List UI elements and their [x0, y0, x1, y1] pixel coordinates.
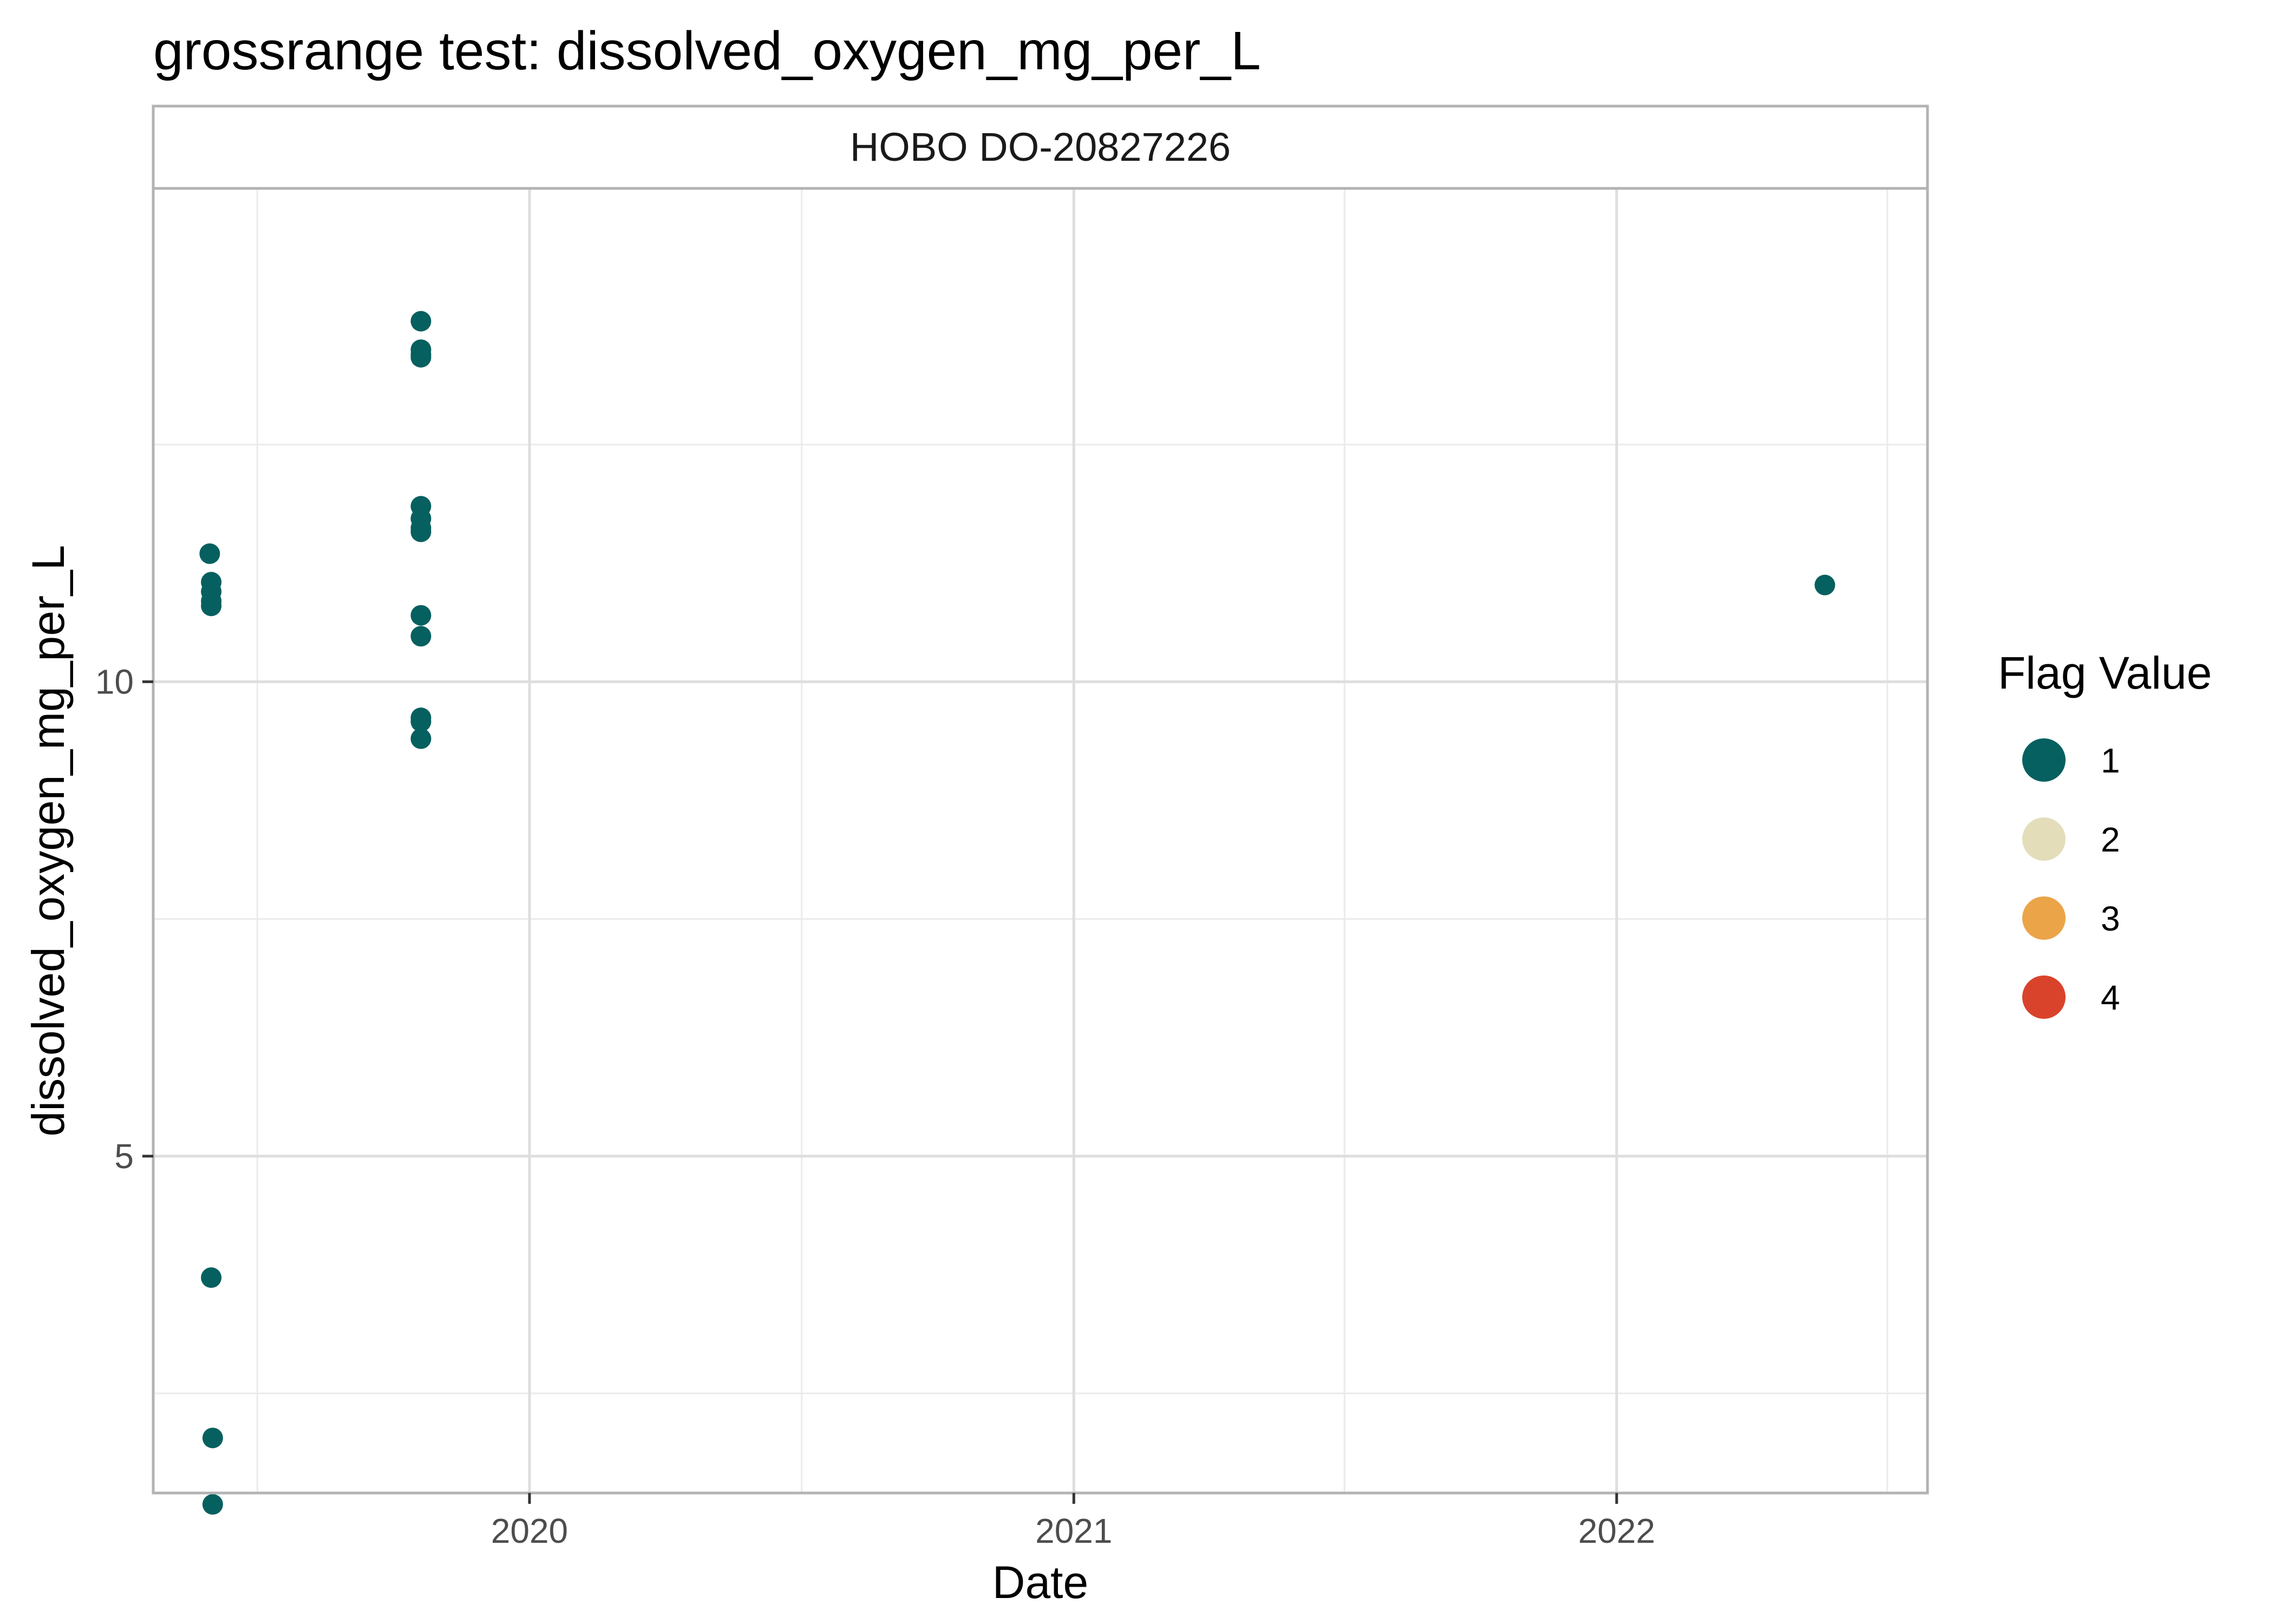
- legend-label-flag-3: 3: [2101, 899, 2120, 938]
- minor-gridlines: [153, 188, 1927, 1493]
- data-point: [410, 728, 432, 749]
- chart-title: grossrange test: dissolved_oxygen_mg_per…: [153, 21, 1261, 81]
- data-point: [199, 543, 220, 564]
- data-point: [202, 1494, 223, 1515]
- legend-key-flag-4: [2022, 975, 2066, 1019]
- legend-key-flag-2: [2022, 817, 2066, 861]
- facet-strip-label: HOBO DO-20827226: [850, 125, 1231, 169]
- plot-panel-border: [152, 187, 1929, 1495]
- data-point: [410, 311, 432, 332]
- data-point: [410, 346, 432, 368]
- y-axis: 5 10: [95, 662, 153, 1176]
- legend-title: Flag Value: [1998, 647, 2212, 698]
- data-point: [201, 595, 222, 617]
- data-point: [410, 711, 432, 732]
- y-axis-title: dissolved_oxygen_mg_per_L: [23, 545, 74, 1137]
- data-point: [202, 1427, 223, 1449]
- legend-key-flag-1: [2022, 738, 2066, 782]
- data-points: [199, 311, 1835, 1515]
- data-point: [201, 1267, 222, 1288]
- data-point: [1814, 574, 1835, 595]
- data-point: [410, 626, 432, 647]
- legend-key-flag-3: [2022, 896, 2066, 940]
- x-tick-label: 2021: [1035, 1511, 1112, 1550]
- legend-label-flag-4: 4: [2101, 978, 2120, 1017]
- legend-label-flag-1: 1: [2101, 741, 2120, 780]
- y-tick-label: 10: [95, 662, 134, 701]
- x-axis-title: Date: [992, 1557, 1088, 1608]
- major-gridlines: [153, 188, 1927, 1493]
- facet-strip: [152, 104, 1929, 190]
- legend: Flag Value 1 2 3 4: [1998, 647, 2212, 1019]
- x-tick-label: 2020: [491, 1511, 568, 1550]
- plot-panel: [153, 188, 1927, 1493]
- data-point: [410, 521, 432, 542]
- x-tick-label: 2022: [1578, 1511, 1655, 1550]
- y-tick-label: 5: [114, 1137, 134, 1176]
- x-axis: 2020 2021 2022: [491, 1493, 1655, 1550]
- data-point: [410, 605, 432, 626]
- legend-label-flag-2: 2: [2101, 820, 2120, 859]
